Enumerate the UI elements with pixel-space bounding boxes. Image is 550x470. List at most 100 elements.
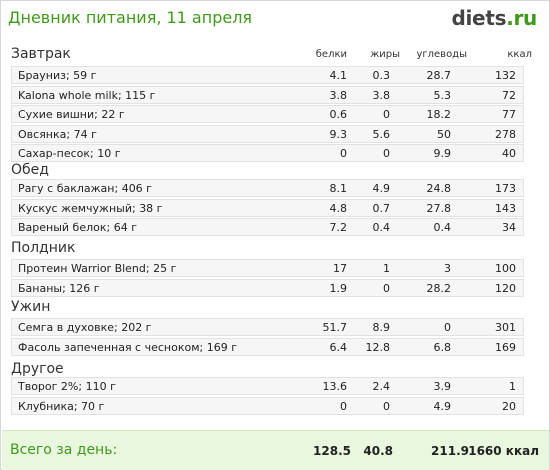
food-carbs: 0 bbox=[444, 321, 451, 334]
food-kcal: 132 bbox=[495, 69, 516, 82]
food-protein: 0.6 bbox=[329, 108, 348, 121]
food-row: Семга в духовке; 202 г 51.7 8.9 0 301 bbox=[11, 318, 524, 336]
food-row: Сахар-песок; 10 г 0 0 9.9 40 bbox=[11, 144, 524, 162]
food-row: Овсянка; 74 г 9.3 5.6 50 278 bbox=[11, 125, 524, 143]
food-name: Сахар-песок; 10 г bbox=[18, 147, 121, 160]
food-name: Рагу с баклажан; 406 г bbox=[18, 182, 152, 195]
food-protein: 4.1 bbox=[329, 69, 348, 82]
column-headers: белки жиры углеводы ккал bbox=[1, 49, 549, 63]
total-fat: 40.8 bbox=[363, 444, 393, 458]
food-kcal: 100 bbox=[495, 262, 516, 275]
food-fat: 12.8 bbox=[365, 341, 391, 354]
food-name: Кускус жемчужный; 38 г bbox=[18, 202, 163, 215]
header: Дневник питания, 11 апреля diets.ru bbox=[1, 1, 549, 37]
food-carbs: 27.8 bbox=[426, 202, 452, 215]
food-protein: 3.8 bbox=[329, 89, 348, 102]
column-header-carbs: углеводы bbox=[416, 49, 467, 60]
total-carbs: 211.9 bbox=[431, 444, 469, 458]
food-kcal: 1 bbox=[509, 380, 516, 393]
food-protein: 4.8 bbox=[329, 202, 348, 215]
food-name: Бананы; 126 г bbox=[18, 282, 100, 295]
food-row: Вареный белок; 64 г 7.2 0.4 0.4 34 bbox=[11, 218, 524, 236]
food-fat: 4.9 bbox=[372, 182, 391, 195]
food-name: Сухие вишни; 22 г bbox=[18, 108, 125, 121]
food-fat: 8.9 bbox=[372, 321, 391, 334]
food-kcal: 173 bbox=[495, 182, 516, 195]
food-carbs: 3 bbox=[444, 262, 451, 275]
food-fat: 0 bbox=[383, 282, 390, 295]
food-protein: 51.7 bbox=[322, 321, 348, 334]
food-fat: 2.4 bbox=[372, 380, 391, 393]
page-title: Дневник питания, 11 апреля bbox=[8, 8, 253, 27]
food-row: Фасоль запеченная с чесноком; 169 г 6.4 12… bbox=[11, 338, 524, 356]
meal-section-title: Другое bbox=[11, 361, 64, 377]
food-row: Клубника; 70 г 0 0 4.9 20 bbox=[11, 397, 524, 415]
food-kcal: 20 bbox=[502, 400, 516, 413]
logo-suffix: .ru bbox=[506, 6, 537, 30]
meal-section-title: Полдник bbox=[11, 240, 76, 256]
food-row: Брауниз; 59 г 4.1 0.3 28.7 132 bbox=[11, 66, 524, 84]
food-carbs: 18.2 bbox=[426, 108, 452, 121]
food-row: Бананы; 126 г 1.9 0 28.2 120 bbox=[11, 279, 524, 297]
food-kcal: 143 bbox=[495, 202, 516, 215]
food-kcal: 34 bbox=[502, 221, 516, 234]
food-name: Фасоль запеченная с чесноком; 169 г bbox=[18, 341, 237, 354]
food-name: Семга в духовке; 202 г bbox=[18, 321, 152, 334]
meal-section-title: Ужин bbox=[11, 299, 51, 315]
food-fat: 5.6 bbox=[372, 128, 391, 141]
food-kcal: 77 bbox=[502, 108, 516, 121]
food-fat: 1 bbox=[383, 262, 390, 275]
food-row: Рагу с баклажан; 406 г 8.1 4.9 24.8 173 bbox=[11, 179, 524, 197]
food-kcal: 120 bbox=[495, 282, 516, 295]
food-carbs: 28.7 bbox=[426, 69, 452, 82]
food-fat: 0.7 bbox=[372, 202, 391, 215]
logo-main: diets bbox=[451, 6, 507, 30]
food-protein: 9.3 bbox=[329, 128, 348, 141]
meal-section-title: Обед bbox=[11, 162, 49, 178]
food-row: Сухие вишни; 22 г 0.6 0 18.2 77 bbox=[11, 105, 524, 123]
food-carbs: 50 bbox=[437, 128, 451, 141]
food-row: Творог 2%; 110 г 13.6 2.4 3.9 1 bbox=[11, 377, 524, 395]
meal-section-title: Завтрак bbox=[11, 46, 71, 62]
food-protein: 7.2 bbox=[329, 221, 348, 234]
food-protein: 1.9 bbox=[329, 282, 348, 295]
food-kcal: 278 bbox=[495, 128, 516, 141]
food-kcal: 301 bbox=[495, 321, 516, 334]
food-fat: 0.3 bbox=[372, 69, 391, 82]
food-carbs: 0.4 bbox=[433, 221, 452, 234]
daily-total: Всего за день: 128.5 40.8 211.9 1660 кка… bbox=[2, 430, 549, 470]
food-carbs: 9.9 bbox=[433, 147, 452, 160]
food-name: Вареный белок; 64 г bbox=[18, 221, 137, 234]
column-header-kcal: ккал bbox=[507, 49, 532, 60]
site-logo[interactable]: diets.ru bbox=[451, 6, 537, 30]
food-row: Kalona whole milk; 115 г 3.8 3.8 5.3 72 bbox=[11, 86, 524, 104]
food-carbs: 28.2 bbox=[426, 282, 452, 295]
food-protein: 6.4 bbox=[329, 341, 348, 354]
food-fat: 0 bbox=[383, 400, 390, 413]
food-name: Брауниз; 59 г bbox=[18, 69, 97, 82]
food-fat: 0 bbox=[383, 147, 390, 160]
food-fat: 0.4 bbox=[372, 221, 391, 234]
food-fat: 0 bbox=[383, 108, 390, 121]
total-protein: 128.5 bbox=[313, 444, 351, 458]
total-label: Всего за день: bbox=[10, 442, 118, 458]
food-carbs: 3.9 bbox=[433, 380, 452, 393]
food-carbs: 4.9 bbox=[433, 400, 452, 413]
food-kcal: 169 bbox=[495, 341, 516, 354]
food-carbs: 6.8 bbox=[433, 341, 452, 354]
column-header-protein: белки bbox=[315, 49, 347, 60]
food-kcal: 72 bbox=[502, 89, 516, 102]
food-kcal: 40 bbox=[502, 147, 516, 160]
food-name: Клубника; 70 г bbox=[18, 400, 105, 413]
food-name: Овсянка; 74 г bbox=[18, 128, 97, 141]
food-carbs: 5.3 bbox=[433, 89, 452, 102]
food-fat: 3.8 bbox=[372, 89, 391, 102]
food-carbs: 24.8 bbox=[426, 182, 452, 195]
food-name: Протеин Warrior Blend; 25 г bbox=[18, 262, 177, 275]
food-protein: 17 bbox=[333, 262, 347, 275]
total-kcal: 1660 ккал bbox=[468, 444, 539, 458]
food-name: Творог 2%; 110 г bbox=[18, 380, 116, 393]
food-name: Kalona whole milk; 115 г bbox=[18, 89, 156, 102]
food-protein: 0 bbox=[340, 147, 347, 160]
